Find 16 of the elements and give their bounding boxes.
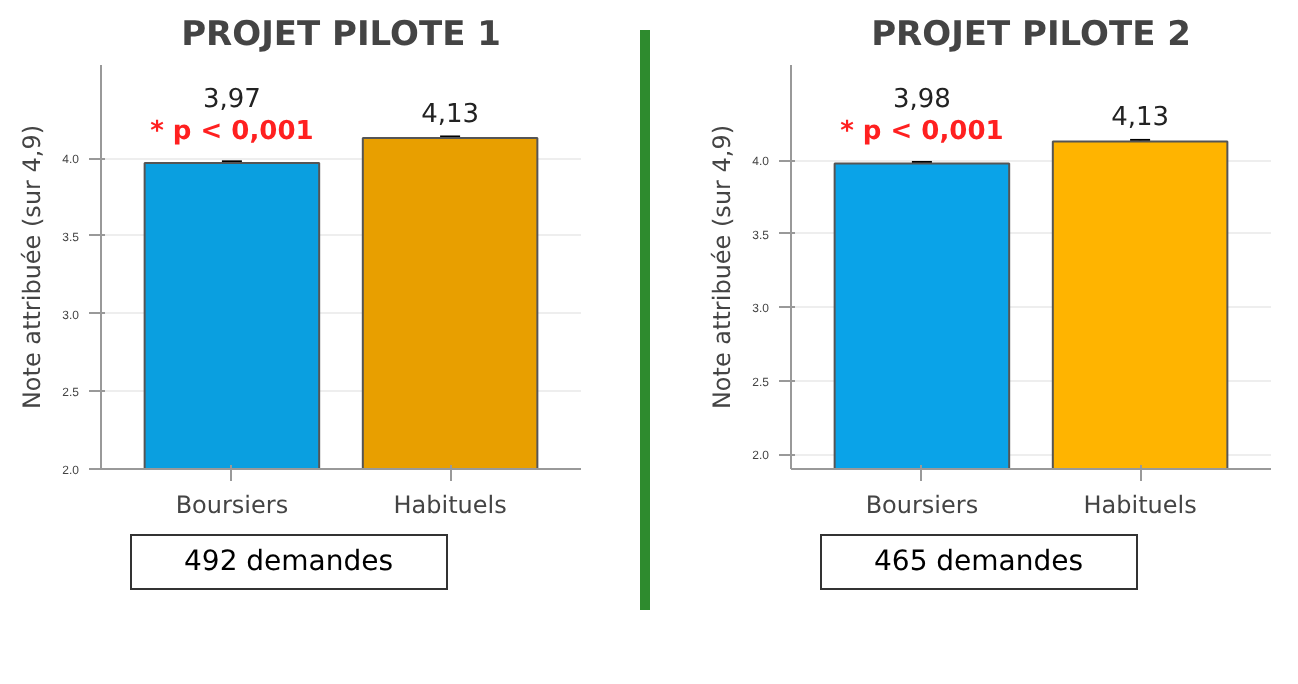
chart-title: PROJET PILOTE 1 xyxy=(181,15,501,55)
data-label: 3,97 xyxy=(202,84,261,115)
y-axis-title: Note attribuée (sur 4,9) xyxy=(708,124,737,410)
x-tick-label: Habituels xyxy=(393,491,507,519)
data-label: 4,13 xyxy=(1111,103,1170,134)
x-tick-label: Habituels xyxy=(1083,491,1197,519)
annotation: * p < 0,001 xyxy=(840,117,1004,148)
x-tick-label: Boursiers xyxy=(865,491,979,519)
text: 492 demandes xyxy=(130,534,448,590)
x-tick-label: Boursiers xyxy=(175,491,289,519)
y-axis-title: Note attribuée (sur 4,9) xyxy=(18,124,47,410)
data-label: 4,13 xyxy=(421,100,480,131)
chart-title: PROJET PILOTE 2 xyxy=(871,15,1191,55)
data-label: 3,98 xyxy=(892,85,951,116)
text: 465 demandes xyxy=(820,534,1138,590)
annotation: * p < 0,001 xyxy=(150,116,314,147)
